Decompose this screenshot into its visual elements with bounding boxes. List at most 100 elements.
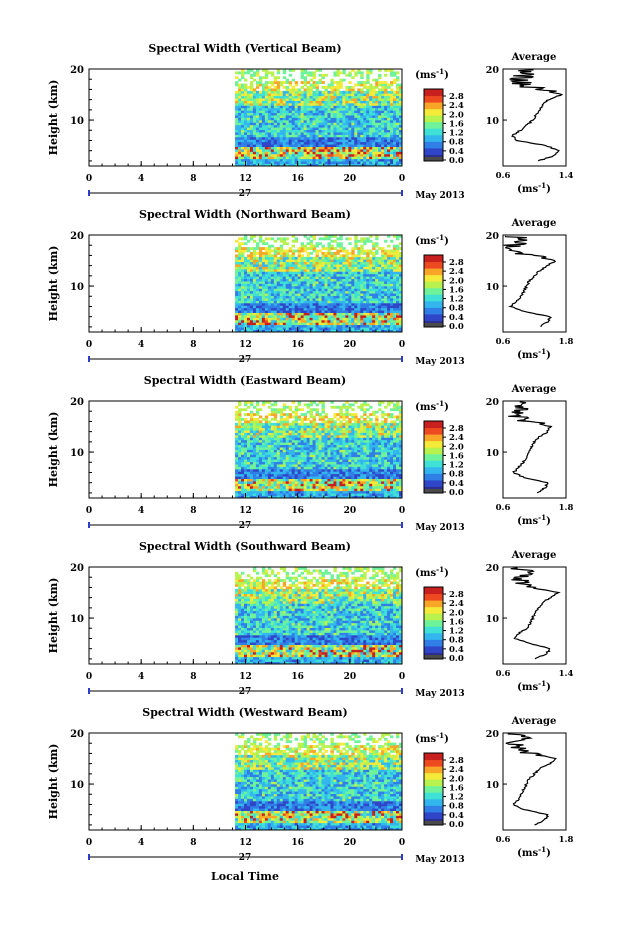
heatmap-cell <box>324 288 328 292</box>
heatmap-cell <box>342 136 346 140</box>
heatmap-cell <box>390 290 394 294</box>
heatmap-cell <box>396 163 400 167</box>
heatmap-cell <box>324 102 328 106</box>
heatmap-cell <box>238 415 242 419</box>
heatmap-cell <box>363 117 367 121</box>
heatmap-cell <box>285 136 290 140</box>
heatmap-cell <box>393 132 397 135</box>
heatmap-cell <box>267 93 272 97</box>
heatmap-cell <box>270 442 275 446</box>
heatmap-cell <box>297 307 302 311</box>
heatmap-cell <box>363 83 367 87</box>
heatmap-cell <box>267 439 272 443</box>
heatmap-cell <box>270 454 275 458</box>
heatmap-cell <box>318 285 322 289</box>
heatmap-cell <box>300 102 305 106</box>
heatmap-cell <box>324 95 328 99</box>
heatmap-cell <box>241 141 245 145</box>
heatmap-cell <box>381 149 385 152</box>
heatmap-cell <box>330 119 334 123</box>
heatmap-cell <box>294 456 299 460</box>
heatmap-cell <box>258 276 263 280</box>
heatmap-cell <box>255 430 260 433</box>
heatmap-cell <box>244 437 248 441</box>
heatmap-cell <box>267 488 272 492</box>
heatmap-cell <box>238 432 242 436</box>
heatmap-cell <box>273 476 278 479</box>
heatmap-cell <box>315 153 319 157</box>
heatmap-cell <box>273 134 278 138</box>
heatmap-cell <box>273 271 278 275</box>
heatmap-cell <box>345 100 349 104</box>
heatmap-cell <box>235 454 239 458</box>
heatmap-cell <box>270 310 275 313</box>
heatmap-cell <box>342 110 346 114</box>
heatmap-cell <box>390 273 394 277</box>
heatmap-cell <box>235 481 239 484</box>
heatmap-cell <box>294 115 299 118</box>
heatmap-cell <box>273 151 278 155</box>
heatmap-cell <box>282 261 287 265</box>
heatmap-cell <box>348 251 352 255</box>
heatmap-cell <box>249 495 254 499</box>
heatmap-cell <box>270 430 275 433</box>
heatmap-cell <box>366 112 370 116</box>
heatmap-cell <box>321 322 325 326</box>
heatmap-cell <box>282 283 287 287</box>
heatmap-cell <box>387 115 391 118</box>
heatmap-cell <box>309 100 313 104</box>
heatmap-cell <box>238 298 242 301</box>
heatmap-cell <box>336 69 340 72</box>
heatmap-cell <box>318 129 322 133</box>
heatmap-cell <box>324 73 328 77</box>
heatmap-cell <box>279 256 284 260</box>
heatmap-cell <box>255 317 260 321</box>
heatmap-cell <box>315 322 319 326</box>
heatmap-cell <box>357 298 361 301</box>
heatmap-cell <box>351 102 355 106</box>
heatmap-cell <box>372 100 376 104</box>
heatmap-cell <box>261 481 266 484</box>
heatmap-cell <box>246 454 251 458</box>
heatmap-cell <box>309 88 313 92</box>
heatmap-cell <box>276 459 281 463</box>
heatmap-cell <box>315 100 319 104</box>
heatmap-cell <box>264 493 269 496</box>
heatmap-cell <box>276 237 281 241</box>
heatmap-cell <box>399 254 403 258</box>
heatmap-cell <box>363 134 367 138</box>
heatmap-cell <box>345 268 349 272</box>
heatmap-cell <box>261 449 266 453</box>
heatmap-cell <box>360 273 364 277</box>
heatmap-cell <box>241 305 245 309</box>
heatmap-cell <box>258 158 263 162</box>
heatmap-cell <box>258 290 263 294</box>
heatmap-cell <box>351 156 355 160</box>
heatmap-cell <box>291 432 296 436</box>
heatmap-cell <box>261 153 266 157</box>
heatmap-cell <box>294 249 299 253</box>
heatmap-cell <box>249 490 254 494</box>
heatmap-cell <box>339 256 343 260</box>
heatmap-cell <box>351 100 355 104</box>
heatmap-cell <box>318 298 322 301</box>
heatmap-cell <box>235 163 239 167</box>
heatmap-cell <box>366 283 370 287</box>
heatmap-cell <box>324 298 328 301</box>
heatmap-cell <box>264 158 269 162</box>
heatmap-cell <box>282 405 287 409</box>
heatmap-cell <box>330 136 334 140</box>
heatmap-cell <box>249 317 254 321</box>
heatmap-cell <box>360 237 364 241</box>
heatmap-cell <box>333 247 337 250</box>
heatmap-cell <box>390 151 394 155</box>
x-tick-label: 12 <box>239 340 252 350</box>
heatmap-cell <box>267 256 272 260</box>
heatmap-cell <box>294 122 299 126</box>
heatmap-cell <box>267 102 272 106</box>
heatmap-cell <box>330 102 334 106</box>
heatmap-cell <box>264 485 269 489</box>
heatmap-cell <box>244 249 248 253</box>
heatmap-cell <box>261 141 266 145</box>
heatmap-cell <box>306 105 310 109</box>
